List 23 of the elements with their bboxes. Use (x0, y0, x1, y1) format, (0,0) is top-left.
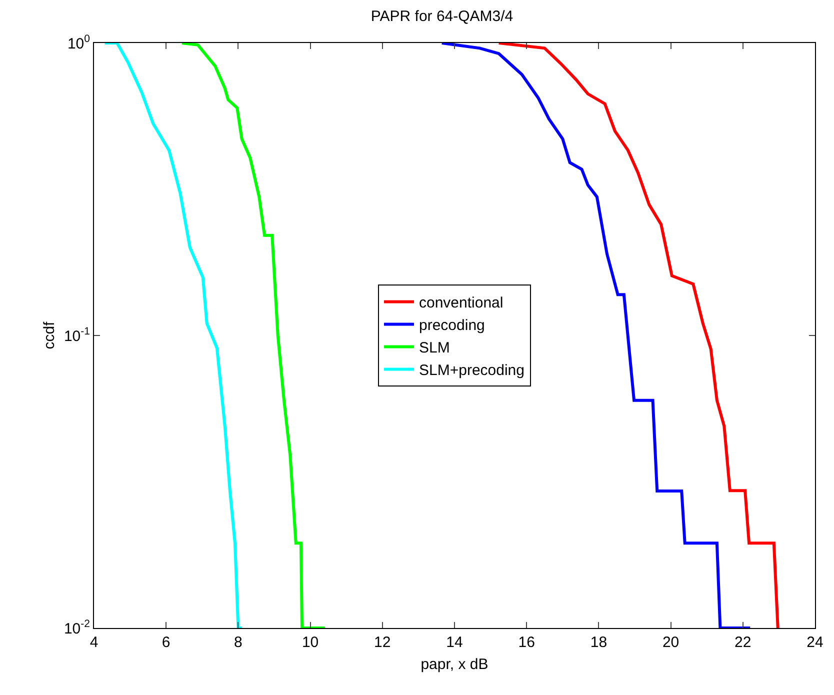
x-tick-label: 6 (162, 634, 170, 651)
legend-label: conventional (419, 294, 504, 312)
y-tick-label: 10$^{-2}$ (64, 618, 90, 638)
x-tick-label: 22 (734, 634, 752, 651)
line-series (180, 43, 326, 628)
x-axis-title: papr, x dB (420, 656, 488, 673)
x-tick-label: 24 (806, 634, 824, 651)
x-tick-label: 10 (302, 634, 319, 651)
x-tick-label: 4 (90, 634, 98, 651)
legend-label: SLM (419, 340, 450, 357)
x-tick-label: 18 (590, 634, 608, 651)
y-tick-label: 10$^{-1}$ (64, 325, 90, 345)
y-axis-title: ccdf (41, 320, 58, 350)
x-tick-label: 12 (374, 634, 391, 651)
y-tick-label: 10$^{0}$ (67, 32, 90, 52)
x-tick-label: 8 (234, 634, 242, 651)
x-tick-label: 16 (518, 634, 535, 651)
legend-label: precoding (419, 317, 485, 334)
x-tick-label: 14 (446, 634, 463, 651)
legend-label: SLM+precoding (419, 362, 524, 380)
line-series (103, 43, 244, 628)
chart-title: PAPR for 64-QAM3/4 (370, 8, 514, 25)
x-tick-label: 20 (662, 634, 680, 651)
